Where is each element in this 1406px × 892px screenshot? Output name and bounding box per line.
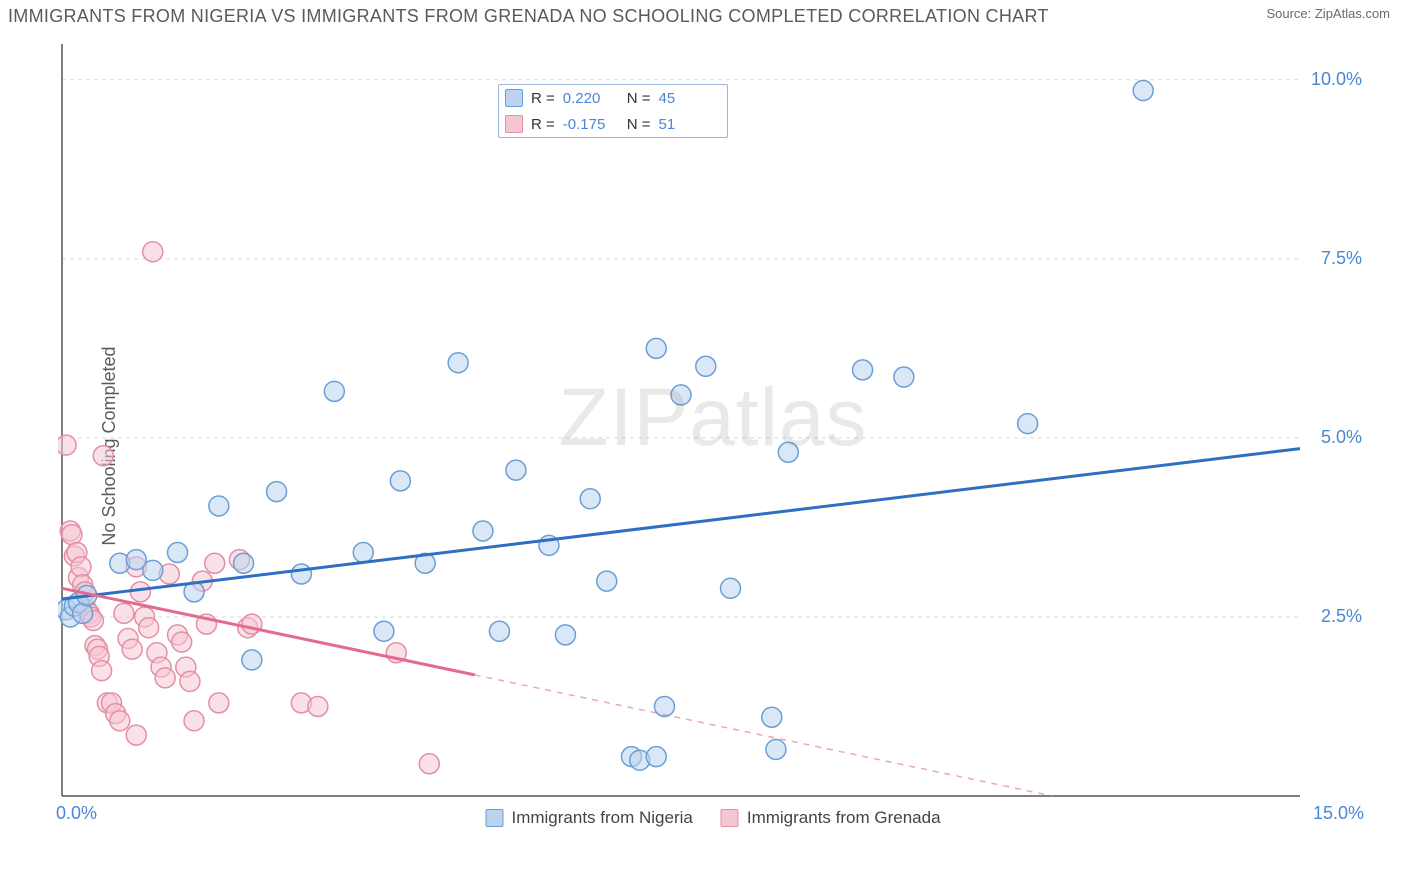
- correlation-legend: R = 0.220 N = 45 R = -0.175 N = 51: [498, 84, 728, 138]
- legend-label-grenada: Immigrants from Grenada: [747, 808, 941, 828]
- n-value-nigeria: 45: [659, 90, 715, 107]
- r-label: R =: [531, 90, 555, 107]
- source-attribution: Source: ZipAtlas.com: [1266, 6, 1390, 21]
- r-value-grenada: -0.175: [563, 116, 619, 133]
- n-label: N =: [627, 116, 651, 133]
- y-tick-label: 10.0%: [1311, 69, 1362, 90]
- x-tick-end: 15.0%: [1313, 803, 1364, 824]
- legend-item-nigeria: Immigrants from Nigeria: [485, 808, 692, 828]
- series-legend: Immigrants from Nigeria Immigrants from …: [485, 808, 940, 828]
- swatch-grenada: [505, 115, 523, 133]
- y-tick-label: 7.5%: [1321, 248, 1362, 269]
- legend-swatch-grenada: [721, 809, 739, 827]
- y-tick-label: 2.5%: [1321, 606, 1362, 627]
- n-label: N =: [627, 90, 651, 107]
- chart-title: IMMIGRANTS FROM NIGERIA VS IMMIGRANTS FR…: [8, 6, 1049, 27]
- swatch-nigeria: [505, 89, 523, 107]
- r-value-nigeria: 0.220: [563, 90, 619, 107]
- r-label: R =: [531, 116, 555, 133]
- legend-label-nigeria: Immigrants from Nigeria: [511, 808, 692, 828]
- scatter-svg: [58, 40, 1368, 828]
- legend-item-grenada: Immigrants from Grenada: [721, 808, 941, 828]
- correlation-row-grenada: R = -0.175 N = 51: [499, 111, 727, 137]
- chart-container: IMMIGRANTS FROM NIGERIA VS IMMIGRANTS FR…: [0, 0, 1406, 892]
- legend-swatch-nigeria: [485, 809, 503, 827]
- n-value-grenada: 51: [659, 116, 715, 133]
- y-tick-label: 5.0%: [1321, 427, 1362, 448]
- correlation-row-nigeria: R = 0.220 N = 45: [499, 85, 727, 111]
- header-row: IMMIGRANTS FROM NIGERIA VS IMMIGRANTS FR…: [0, 0, 1406, 27]
- x-tick-start: 0.0%: [56, 803, 97, 824]
- plot-area: ZIPatlas R = 0.220 N = 45 R = -0.175 N =…: [58, 40, 1368, 828]
